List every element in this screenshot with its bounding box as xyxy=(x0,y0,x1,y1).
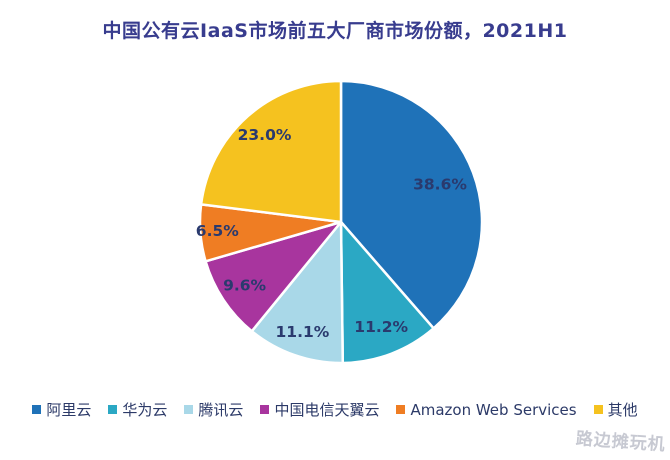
pie-slice xyxy=(339,220,435,365)
legend-label: 腾讯云 xyxy=(198,401,244,419)
pie-data-label: 23.0% xyxy=(238,126,292,144)
legend-swatch xyxy=(32,405,42,414)
legend-swatch xyxy=(184,405,194,414)
pie-data-label: 11.2% xyxy=(354,318,408,336)
legend-swatch xyxy=(396,405,406,414)
legend-label: 华为云 xyxy=(122,401,168,419)
pie-slice xyxy=(339,79,484,330)
legend-item: 阿里云 xyxy=(32,399,91,420)
pie-slice xyxy=(199,79,343,224)
legend: 阿里云 华为云 腾讯云 中国电信天翼云 Amazon Web Services 其他 xyxy=(0,399,670,420)
legend-swatch xyxy=(593,405,603,414)
legend-label: 阿里云 xyxy=(46,401,92,419)
pie-data-label: 6.5% xyxy=(196,222,239,240)
legend-swatch xyxy=(108,405,118,414)
legend-item: Amazon Web Services xyxy=(396,400,577,419)
legend-swatch xyxy=(260,405,270,414)
pie-slice xyxy=(250,220,345,365)
legend-label: Amazon Web Services xyxy=(410,400,577,419)
pie-slice xyxy=(204,220,343,333)
pie-data-label: 9.6% xyxy=(223,276,266,294)
chart-title: 中国公有云IaaS市场前五大厂商市场份额，2021H1 xyxy=(102,20,568,42)
legend-item: 其他 xyxy=(593,399,638,420)
legend-item: 腾讯云 xyxy=(184,399,243,420)
pie-chart: 38.6% 11.2% 11.1% 9.6% 6.5% 23.0% xyxy=(196,79,484,365)
pie-data-label: 38.6% xyxy=(413,175,467,193)
pie-data-label: 11.1% xyxy=(276,323,330,341)
watermark: 路边摊玩机 xyxy=(575,429,667,456)
legend-label: 中国电信天翼云 xyxy=(274,401,380,419)
legend-label: 其他 xyxy=(607,401,638,419)
legend-item: 中国电信天翼云 xyxy=(260,399,379,420)
legend-item: 华为云 xyxy=(108,399,167,420)
